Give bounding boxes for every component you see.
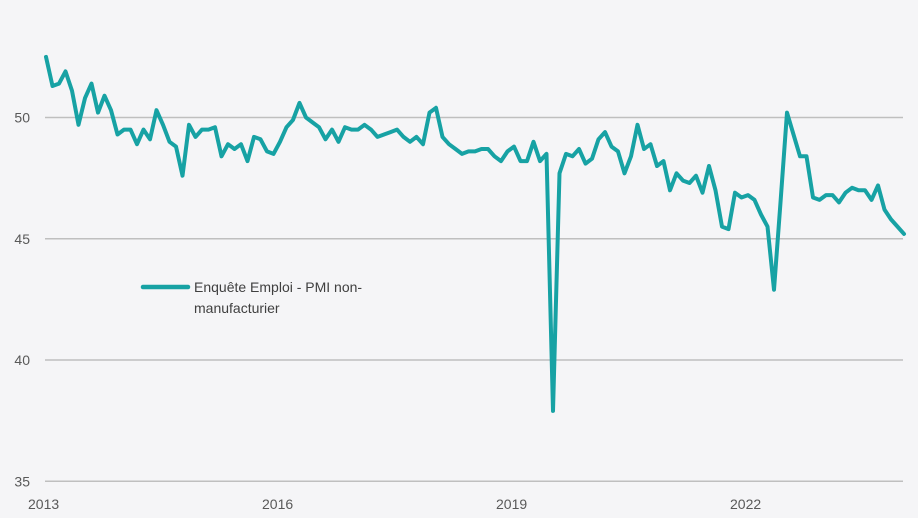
x-axis: 2013 2016 2019 2022 xyxy=(28,496,761,512)
legend: Enquête Emploi - PMI non- manufacturier xyxy=(140,279,362,316)
x-tick-label: 2013 xyxy=(28,496,59,512)
legend-label-line2: manufacturier xyxy=(194,300,280,316)
grid-lines xyxy=(45,116,903,482)
y-tick-label: 40 xyxy=(14,352,30,368)
y-tick-label: 50 xyxy=(14,110,30,126)
series-line-pmi-emploi xyxy=(44,54,906,413)
x-tick-label: 2016 xyxy=(262,496,293,512)
series-group xyxy=(44,54,906,413)
x-tick-label: 2022 xyxy=(730,496,761,512)
y-tick-label: 35 xyxy=(14,473,30,489)
y-axis: 35 40 45 50 xyxy=(14,110,30,490)
y-tick-label: 45 xyxy=(14,231,30,247)
x-tick-label: 2019 xyxy=(496,496,527,512)
legend-label-line1: Enquête Emploi - PMI non- xyxy=(194,279,362,295)
